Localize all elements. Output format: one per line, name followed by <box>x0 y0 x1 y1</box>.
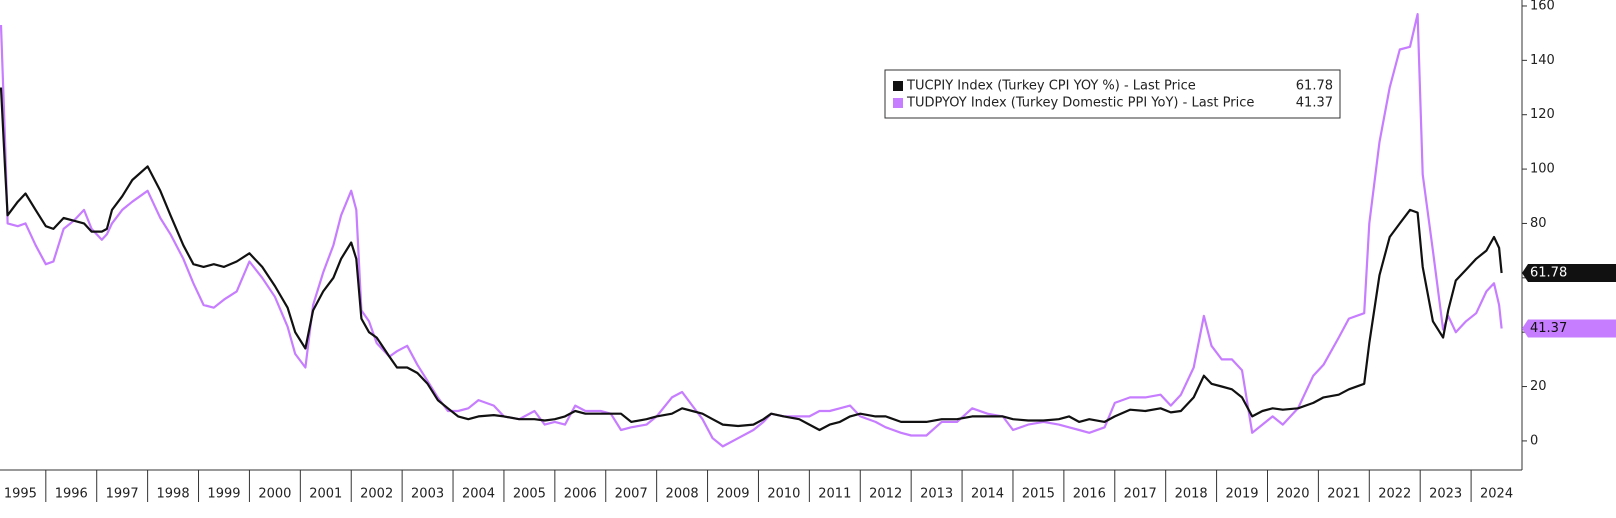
series-line <box>0 13 1503 448</box>
last-value-tag: 41.37 <box>1522 319 1616 338</box>
last-value-tag-bg <box>1522 319 1616 338</box>
x-tick-label: 2001 <box>309 487 342 502</box>
x-tick-label: 2012 <box>869 487 902 502</box>
x-tick-label: 2003 <box>411 487 444 502</box>
legend-label: TUCPIY Index (Turkey CPI YOY %) - Last P… <box>906 79 1196 94</box>
x-tick-label: 1995 <box>4 487 37 502</box>
x-tick-label: 2011 <box>818 487 851 502</box>
last-value-label: 61.78 <box>1530 265 1567 280</box>
legend: TUCPIY Index (Turkey CPI YOY %) - Last P… <box>884 69 1341 119</box>
x-tick-label: 1999 <box>207 487 240 502</box>
y-tick-label: 80 <box>1530 216 1547 231</box>
legend-swatch <box>893 98 903 108</box>
x-tick-label: 2015 <box>1022 487 1055 502</box>
x-tick-label: 2021 <box>1327 487 1360 502</box>
x-tick-label: 2010 <box>767 487 800 502</box>
x-tick-label: 2016 <box>1073 487 1106 502</box>
last-value-label: 41.37 <box>1530 321 1567 336</box>
last-value-tag-bg <box>1522 263 1616 282</box>
legend-label: TUDPYOY Index (Turkey Domestic PPI YoY) … <box>906 96 1254 111</box>
x-tick-label: 2005 <box>513 487 546 502</box>
y-tick-label: 100 <box>1530 162 1555 177</box>
legend-value: 41.37 <box>1296 96 1333 111</box>
x-tick-label: 2009 <box>716 487 749 502</box>
x-tick-label: 1997 <box>106 487 139 502</box>
x-tick-label: 2004 <box>462 487 495 502</box>
x-tick-label: 2020 <box>1276 487 1309 502</box>
y-tick-label: 20 <box>1530 379 1547 394</box>
x-tick-label: 2013 <box>920 487 953 502</box>
x-tick-label: 2014 <box>971 487 1004 502</box>
x-tick-label: 1996 <box>55 487 88 502</box>
y-tick-label: 120 <box>1530 107 1555 122</box>
x-tick-label: 2024 <box>1480 487 1513 502</box>
x-tick-label: 2018 <box>1175 487 1208 502</box>
legend-value: 61.78 <box>1296 79 1333 94</box>
x-tick-label: 2017 <box>1124 487 1157 502</box>
x-tick-label: 2002 <box>360 487 393 502</box>
x-tick-label: 2019 <box>1225 487 1258 502</box>
x-tick-label: 2023 <box>1429 487 1462 502</box>
legend-swatch <box>893 81 903 91</box>
y-tick-label: 140 <box>1530 53 1555 68</box>
last-value-tag: 61.78 <box>1522 263 1616 282</box>
x-tick-label: 2006 <box>564 487 597 502</box>
y-tick-label: 160 <box>1530 0 1555 13</box>
x-tick-label: 2022 <box>1378 487 1411 502</box>
x-tick-label: 2000 <box>258 487 291 502</box>
x-tick-label: 2007 <box>615 487 648 502</box>
legend-box <box>884 69 1341 119</box>
y-tick-label: 0 <box>1530 433 1538 448</box>
series-line <box>0 87 1503 432</box>
x-tick-label: 1998 <box>157 487 190 502</box>
x-tick-label: 2008 <box>666 487 699 502</box>
